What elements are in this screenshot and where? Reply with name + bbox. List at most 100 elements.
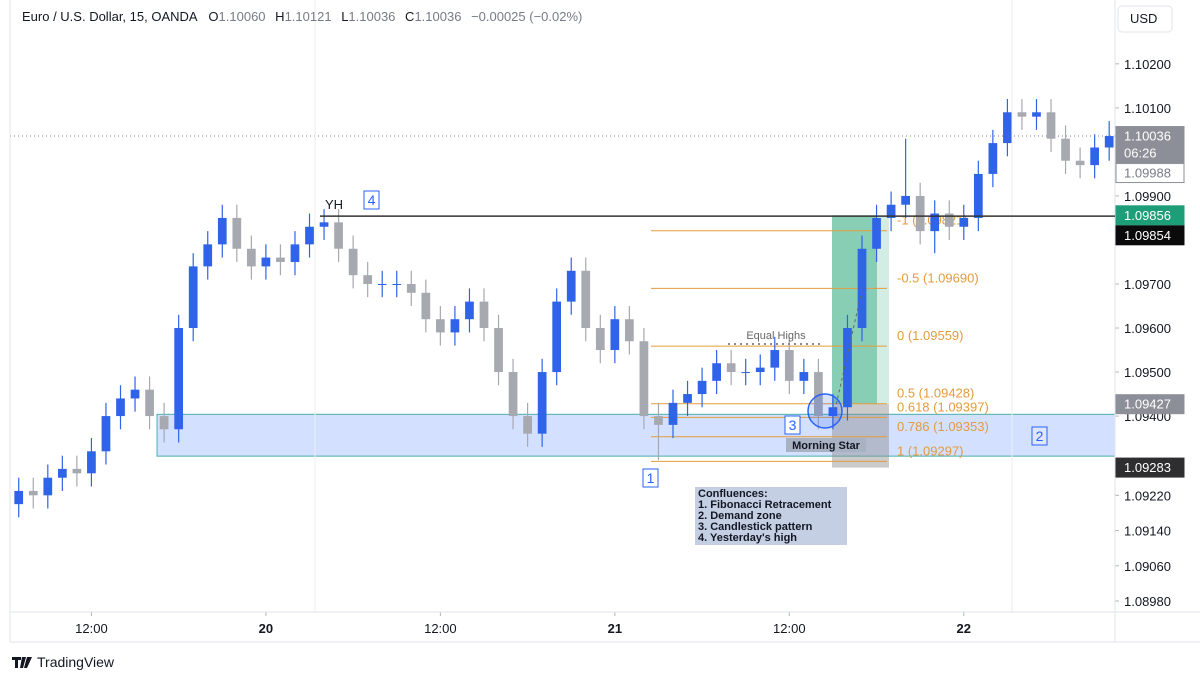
candle-body [886,204,896,218]
y-tick-label: 1.09500 [1124,365,1171,380]
marker-box [1031,426,1048,446]
confluence-item: 3. Candlestick pattern [698,521,813,533]
candle-body [465,301,474,320]
candle-body [508,372,518,417]
x-tick-label: 21 [608,621,622,636]
candle-body [305,226,314,245]
candle-body [552,301,562,373]
price-label-box [1115,457,1185,478]
candle-body [28,490,38,496]
candle-body [203,244,213,267]
candle-body [1075,160,1085,166]
yh-label: YH [325,197,343,212]
candle-body [901,195,910,205]
y-tick-label: 1.09220 [1124,488,1171,503]
candle-body [72,468,82,474]
candle-body [290,244,300,262]
change: −0.00025 (−0.02%) [471,9,583,24]
currency-button[interactable] [1117,5,1173,33]
candle-body [450,319,460,333]
ohlc-value: 1.10036 [414,9,462,24]
candle-body [755,367,765,373]
candle-body [130,389,140,399]
x-tick-label: 20 [259,621,273,636]
marker-label: 1 [647,470,655,486]
x-tick-label: 12:00 [773,621,806,636]
candle-body [1104,136,1114,148]
price-label: 1.09856 [1124,208,1171,223]
y-tick-label: 1.10100 [1124,101,1171,116]
price-countdown: 06:26 [1124,146,1157,161]
candle-body [188,266,198,329]
candle-body [232,217,242,249]
branding: TradingView [37,654,115,670]
y-tick-label: 1.09140 [1124,524,1171,539]
price-label: 1.09427 [1124,397,1171,412]
fib-label: 0.5 (1.09428) [897,386,974,401]
candle-body [14,490,24,505]
candle-body [406,283,416,293]
candle-body [741,372,751,374]
candle-body [814,372,823,417]
candle-body [930,213,940,232]
fib-label: 0.786 (1.09353) [897,419,989,434]
candle-body [101,416,111,452]
candle-body [625,319,634,342]
candle-body [348,248,358,276]
candle-body [421,292,431,320]
demand-zone [156,413,1116,457]
candle-body [654,416,663,425]
candle-body [436,319,445,333]
price-label-box [1115,225,1185,246]
candle-body [857,248,867,329]
candle-body [43,477,53,496]
logo [12,657,32,668]
price-label: 1.09988 [1124,166,1171,181]
candle-body [872,217,881,249]
confluence-item: 1. Fibonacci Retracement [698,499,832,511]
candle-body [1046,112,1056,139]
ohlc-key: H [275,9,285,24]
morning-star-box [786,438,866,452]
price-label-box [1115,394,1185,415]
price-label: 1.09283 [1124,460,1171,475]
fib-label: -0.5 (1.09690) [897,270,979,285]
candle-body [973,173,983,218]
candle-body [319,222,329,227]
candle-body [581,270,591,329]
candle-body [843,328,852,408]
fib-label: 0 (1.09559) [897,328,964,343]
candle-body [363,275,373,284]
y-tick-label: 1.09060 [1124,559,1171,574]
y-tick-label: 1.09700 [1124,277,1171,292]
candle-body [988,143,998,174]
candle-body [523,416,532,434]
ohlc-key: C [405,9,415,24]
confluence-item: 4. Yesterday's high [698,532,797,544]
candle-body [246,248,256,267]
ohlc-key: L [341,9,349,24]
price-label-box [1115,205,1185,226]
equal-highs-label: Equal Highs [746,330,806,342]
candle-body [799,372,809,381]
candle-body [697,380,707,395]
fib-label: 0.618 (1.09397) [897,399,989,414]
ohlc-value: 1.10036 [348,9,396,24]
ohlc-value: 1.10121 [284,9,332,24]
candle-body [159,416,169,430]
currency-label[interactable]: USD [1130,11,1157,26]
candle-body [1090,147,1100,166]
candle-body [494,328,503,373]
symbol: Euro / U.S. Dollar, 15, OANDA [22,9,198,24]
candle-body [334,222,343,249]
candle-body [566,270,576,302]
candle-body [116,398,125,417]
candle-body [479,301,489,329]
candle-body [145,389,154,417]
price-label-box [1115,126,1185,164]
ohlc-value: 1.10060 [218,9,266,24]
swing-line [834,289,863,411]
candle-body [668,402,678,425]
target-zone-ext [877,215,889,405]
